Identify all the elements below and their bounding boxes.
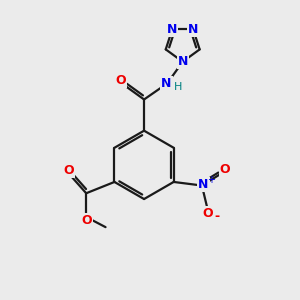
Text: N: N (188, 23, 198, 36)
Text: +: + (207, 175, 215, 185)
Text: O: O (202, 207, 213, 220)
Text: O: O (63, 164, 74, 177)
Text: N: N (161, 77, 172, 90)
Text: H: H (173, 82, 182, 92)
Text: O: O (81, 214, 92, 227)
Text: N: N (198, 178, 208, 191)
Text: O: O (220, 163, 230, 176)
Text: -: - (214, 210, 219, 223)
Text: O: O (115, 74, 126, 87)
Text: N: N (178, 55, 188, 68)
Text: N: N (167, 23, 177, 36)
